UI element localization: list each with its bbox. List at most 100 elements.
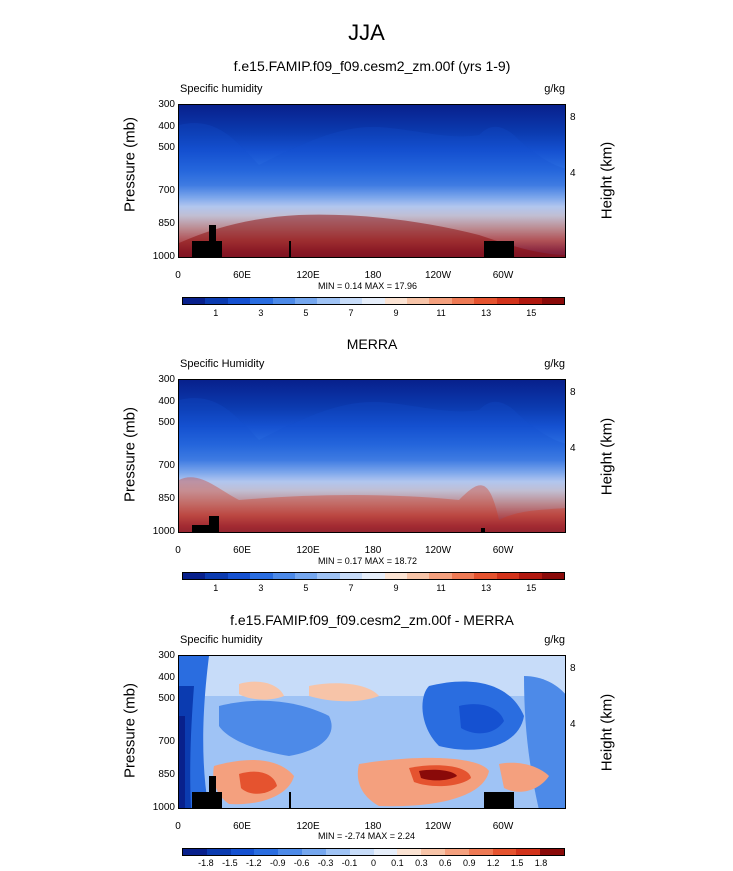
colorbar-swatch bbox=[302, 849, 326, 855]
panel3-ytick-500: 500 bbox=[158, 693, 175, 704]
panel3-xtick-120W: 120W bbox=[424, 821, 452, 832]
panel3-minmax: MIN = -2.74 MAX = 2.24 bbox=[318, 831, 416, 841]
panel3-ytick-400: 400 bbox=[158, 672, 175, 683]
colorbar-swatch bbox=[227, 573, 251, 579]
panel3-variable: Specific humidity bbox=[180, 634, 263, 646]
panel3-field bbox=[179, 656, 565, 808]
colorbar-tick-label: 0.3 bbox=[415, 858, 428, 868]
colorbar-swatch bbox=[496, 573, 520, 579]
colorbar-swatch bbox=[278, 849, 303, 855]
panel2-ytick-1000: 1000 bbox=[152, 526, 175, 537]
panel1-ytick-700: 700 bbox=[158, 185, 175, 196]
panel1-ytick-400: 400 bbox=[158, 121, 175, 132]
panel1-xtick-60W: 60W bbox=[492, 270, 514, 281]
panel1-y2label: Height (km) bbox=[598, 141, 616, 220]
colorbar-swatch bbox=[227, 298, 251, 304]
panel1-ylabel: Pressure (mb) bbox=[121, 116, 139, 213]
panel1-ytick-500: 500 bbox=[158, 142, 175, 153]
colorbar-tick-label: -1.8 bbox=[198, 858, 214, 868]
colorbar-swatch bbox=[339, 298, 363, 304]
panel2-htick-4: 4 bbox=[570, 443, 576, 454]
colorbar-tick-label: 11 bbox=[436, 308, 446, 318]
panel1-colorbar bbox=[182, 297, 565, 305]
panel2-xtick-180: 180 bbox=[364, 545, 382, 556]
panel1-xtick-120W: 120W bbox=[424, 270, 452, 281]
panel2-ytick-700: 700 bbox=[158, 460, 175, 471]
colorbar-tick-label: 9 bbox=[393, 308, 399, 318]
panel3-ytick-300: 300 bbox=[158, 650, 175, 661]
panel2-y2label: Height (km) bbox=[598, 417, 616, 496]
colorbar-swatch bbox=[230, 849, 255, 855]
panel2-units: g/kg bbox=[544, 358, 565, 370]
panel2-plot bbox=[178, 379, 566, 533]
colorbar-swatch bbox=[468, 849, 493, 855]
panel2-xtick-60W: 60W bbox=[492, 545, 514, 556]
colorbar-tick-label: 0.6 bbox=[439, 858, 452, 868]
panel2-xtick-120W: 120W bbox=[424, 545, 452, 556]
colorbar-swatch bbox=[451, 298, 475, 304]
colorbar-swatch bbox=[541, 573, 564, 579]
colorbar-swatch bbox=[250, 298, 273, 304]
colorbar-swatch bbox=[295, 298, 318, 304]
colorbar-tick-label: 7 bbox=[348, 583, 354, 593]
colorbar-tick-label: 3 bbox=[258, 583, 264, 593]
panel3-xtick-60W: 60W bbox=[492, 821, 514, 832]
panel1-ytick-850: 850 bbox=[158, 218, 175, 229]
panel3-htick-8: 8 bbox=[570, 663, 576, 674]
colorbar-swatch bbox=[407, 573, 430, 579]
colorbar-swatch bbox=[272, 573, 296, 579]
panel1-field bbox=[179, 105, 565, 257]
colorbar-tick-label: -0.1 bbox=[341, 858, 358, 868]
colorbar-swatch bbox=[254, 849, 279, 855]
colorbar-swatch bbox=[384, 298, 408, 304]
colorbar-swatch bbox=[362, 298, 385, 304]
colorbar-swatch bbox=[397, 849, 422, 855]
colorbar-swatch bbox=[474, 298, 497, 304]
panel1-plot bbox=[178, 104, 566, 258]
panel2-ytick-500: 500 bbox=[158, 417, 175, 428]
colorbar-tick-label: 0.1 bbox=[391, 858, 404, 868]
panel2-variable: Specific Humidity bbox=[180, 358, 265, 370]
panel2-colorbar bbox=[182, 572, 565, 580]
colorbar-swatch bbox=[205, 298, 228, 304]
colorbar-tick-label: 1.5 bbox=[510, 858, 524, 868]
colorbar-swatch bbox=[421, 849, 445, 855]
panel3-colorbar-labels: -1.8 -1.5 -1.2 -0.9 -0.6 -0.3 -0.1 0 0.1 0.3 0.6 0.… bbox=[182, 858, 565, 870]
colorbar-tick-label: -1.5 bbox=[222, 858, 238, 868]
panel1-xtick-180: 180 bbox=[364, 270, 382, 281]
panel3-xtick-180: 180 bbox=[364, 821, 382, 832]
colorbar-swatch bbox=[384, 573, 408, 579]
colorbar-swatch bbox=[429, 573, 452, 579]
panel2-xtick-0: 0 bbox=[175, 545, 181, 556]
colorbar-swatch bbox=[206, 849, 231, 855]
colorbar-swatch bbox=[325, 849, 350, 855]
colorbar-swatch bbox=[339, 573, 363, 579]
colorbar-swatch bbox=[295, 573, 318, 579]
panel3-htick-4: 4 bbox=[570, 719, 576, 730]
colorbar-swatch bbox=[407, 298, 430, 304]
colorbar-swatch bbox=[183, 849, 207, 855]
panel2-xtick-120E: 120E bbox=[296, 545, 320, 556]
colorbar-swatch bbox=[373, 849, 398, 855]
panel1-variable: Specific humidity bbox=[180, 83, 263, 95]
panel2-field bbox=[179, 380, 565, 532]
panel2-title: MERRA bbox=[346, 336, 398, 352]
colorbar-swatch bbox=[519, 573, 542, 579]
panel3-y2label: Height (km) bbox=[598, 693, 616, 772]
panel3-xtick-60E: 60E bbox=[233, 821, 251, 832]
panel1-units: g/kg bbox=[544, 83, 565, 95]
panel3-ytick-700: 700 bbox=[158, 736, 175, 747]
colorbar-tick-label: 13 bbox=[481, 308, 492, 318]
colorbar-tick-label: 15 bbox=[526, 583, 537, 593]
colorbar-swatch bbox=[317, 573, 340, 579]
colorbar-tick-label: 1 bbox=[213, 308, 219, 318]
panel2-ytick-400: 400 bbox=[158, 396, 175, 407]
panel1-ytick-300: 300 bbox=[158, 99, 175, 110]
panel1-htick-4: 4 bbox=[570, 168, 576, 179]
panel3-xtick-120E: 120E bbox=[296, 821, 320, 832]
panel1-minmax: MIN = 0.14 MAX = 17.96 bbox=[318, 281, 418, 291]
colorbar-swatch bbox=[272, 298, 296, 304]
colorbar-swatch bbox=[183, 298, 206, 304]
panel3-units: g/kg bbox=[544, 634, 565, 646]
colorbar-tick-label: -1.2 bbox=[246, 858, 262, 868]
